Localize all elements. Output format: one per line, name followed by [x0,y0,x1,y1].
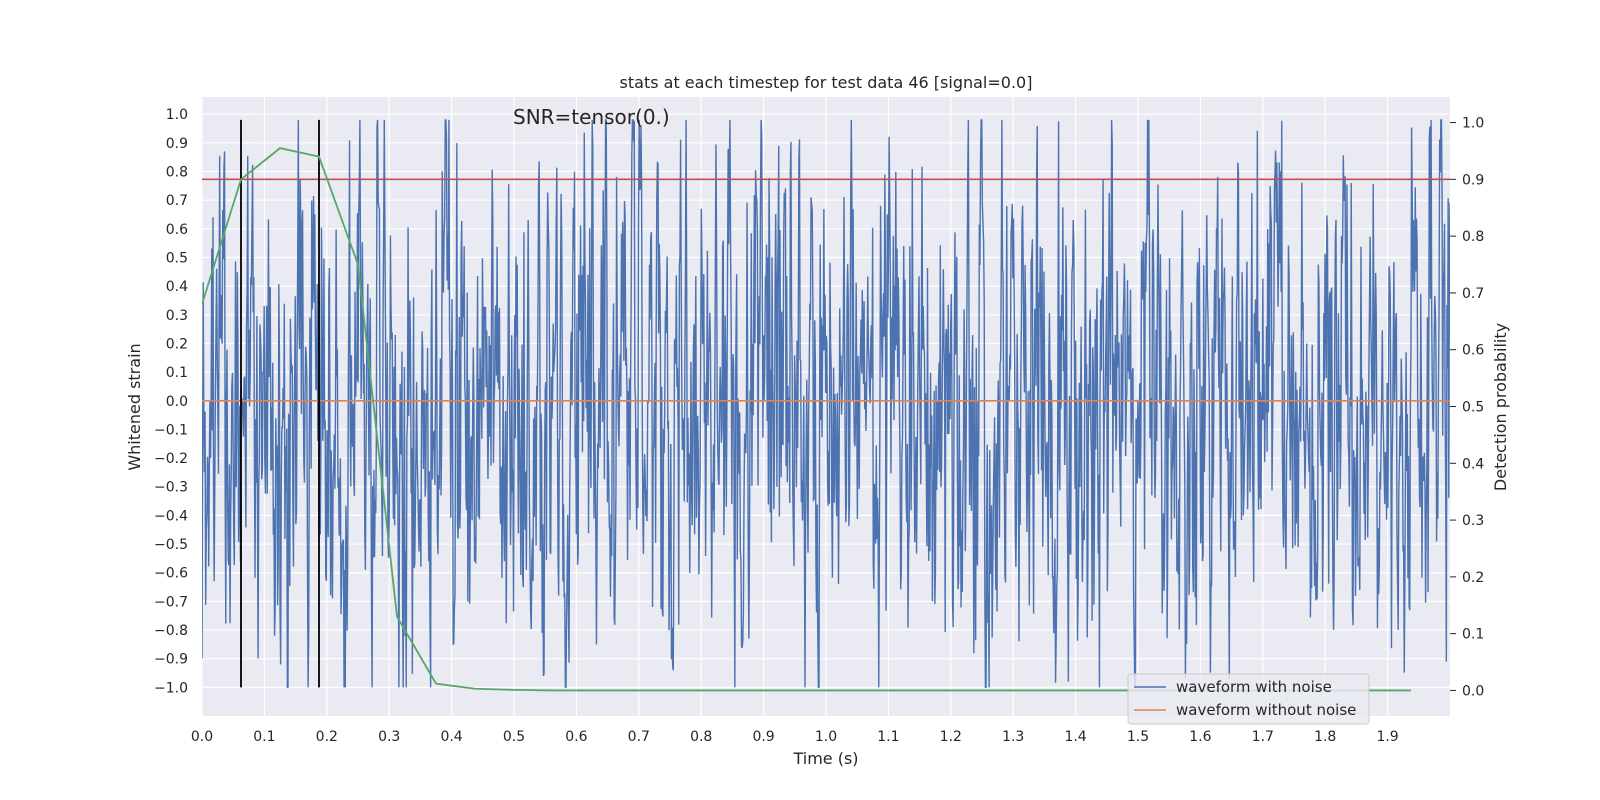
y2-tick-label: 0.5 [1462,400,1484,416]
y-axis-label: Whitened strain [125,343,144,470]
x-tick-label: 1.5 [1127,729,1149,745]
y-tick-label: −0.6 [154,566,188,582]
x-tick-label: 1.4 [1064,729,1086,745]
y-axis-ticks: 1.0 0.9 0.8 0.7 0.6 0.5 0.4 0.3 0.2 0.1 0.0 −0.1 −0.… [154,107,188,696]
y-tick-label: −0.7 [154,594,188,610]
y-tick-label: 0.7 [166,193,188,209]
x-tick-label: 1.7 [1252,729,1274,745]
y-tick-label: −0.1 [154,422,188,438]
x-tick-label: 0.3 [378,729,400,745]
x-tick-label: 1.0 [815,729,837,745]
y2-axis-ticks: 1.0 0.9 0.8 0.7 0.6 0.5 0.4 0.3 0.2 0.1 0.0 [1450,116,1484,699]
y-tick-label: 0.8 [166,165,188,181]
x-tick-label: 0.0 [191,729,213,745]
x-tick-label: 0.2 [316,729,338,745]
y-tick-label: 0.6 [166,222,188,238]
x-tick-label: 0.6 [565,729,587,745]
y2-tick-label: 0.0 [1462,683,1484,699]
series-waveform-with-noise [202,119,1450,689]
y-tick-label: −0.5 [154,537,188,553]
x-tick-label: 0.4 [440,729,462,745]
y-tick-label: 0.2 [166,336,188,352]
y-tick-label: 0.5 [166,250,188,266]
legend: waveform with noise waveform without noi… [1127,673,1370,725]
y-tick-label: 0.3 [166,308,188,324]
x-tick-label: 0.8 [690,729,712,745]
y-tick-label: −0.2 [154,451,188,467]
y2-tick-label: 1.0 [1462,116,1484,132]
x-axis-label: Time (s) [792,749,858,768]
legend-box [1127,673,1370,725]
snr-annotation: SNR=tensor(0.) [513,105,670,129]
x-tick-label: 1.8 [1314,729,1336,745]
y-tick-label: −0.8 [154,623,188,639]
x-axis-ticks: 0.0 0.1 0.2 0.3 0.4 0.5 0.6 0.7 0.8 0.9 1.0 1.1 1.2 1… [191,729,1399,745]
y-tick-label: 0.9 [166,136,188,152]
x-tick-label: 1.1 [877,729,899,745]
y2-tick-label: 0.4 [1462,456,1484,472]
legend-label-waveform-without-noise: waveform without noise [1176,701,1356,719]
y-tick-label: −0.4 [154,508,188,524]
y-tick-label: −0.9 [154,652,188,668]
x-tick-label: 0.5 [503,729,525,745]
x-tick-label: 1.2 [940,729,962,745]
x-tick-label: 0.9 [752,729,774,745]
y-tick-label: 0.1 [166,365,188,381]
x-tick-label: 0.1 [253,729,275,745]
x-tick-label: 0.7 [628,729,650,745]
y2-tick-label: 0.1 [1462,627,1484,643]
x-tick-label: 1.3 [1002,729,1024,745]
y-tick-label: −0.3 [154,480,188,496]
y2-tick-label: 0.7 [1462,286,1484,302]
legend-label-waveform-with-noise: waveform with noise [1176,678,1332,696]
y2-tick-label: 0.9 [1462,172,1484,188]
plot-area [202,119,1450,692]
y-tick-label: −1.0 [154,680,188,696]
y-tick-label: 1.0 [166,107,188,123]
y2-axis-label: Detection probability [1491,323,1510,491]
y-tick-label: 0.0 [166,394,188,410]
y2-tick-label: 0.6 [1462,343,1484,359]
x-tick-label: 1.9 [1376,729,1398,745]
y2-tick-label: 0.3 [1462,513,1484,529]
chart-title: stats at each timestep for test data 46 … [620,73,1033,92]
y2-tick-label: 0.8 [1462,229,1484,245]
x-tick-label: 1.6 [1189,729,1211,745]
y2-tick-label: 0.2 [1462,570,1484,586]
y-tick-label: 0.4 [166,279,188,295]
